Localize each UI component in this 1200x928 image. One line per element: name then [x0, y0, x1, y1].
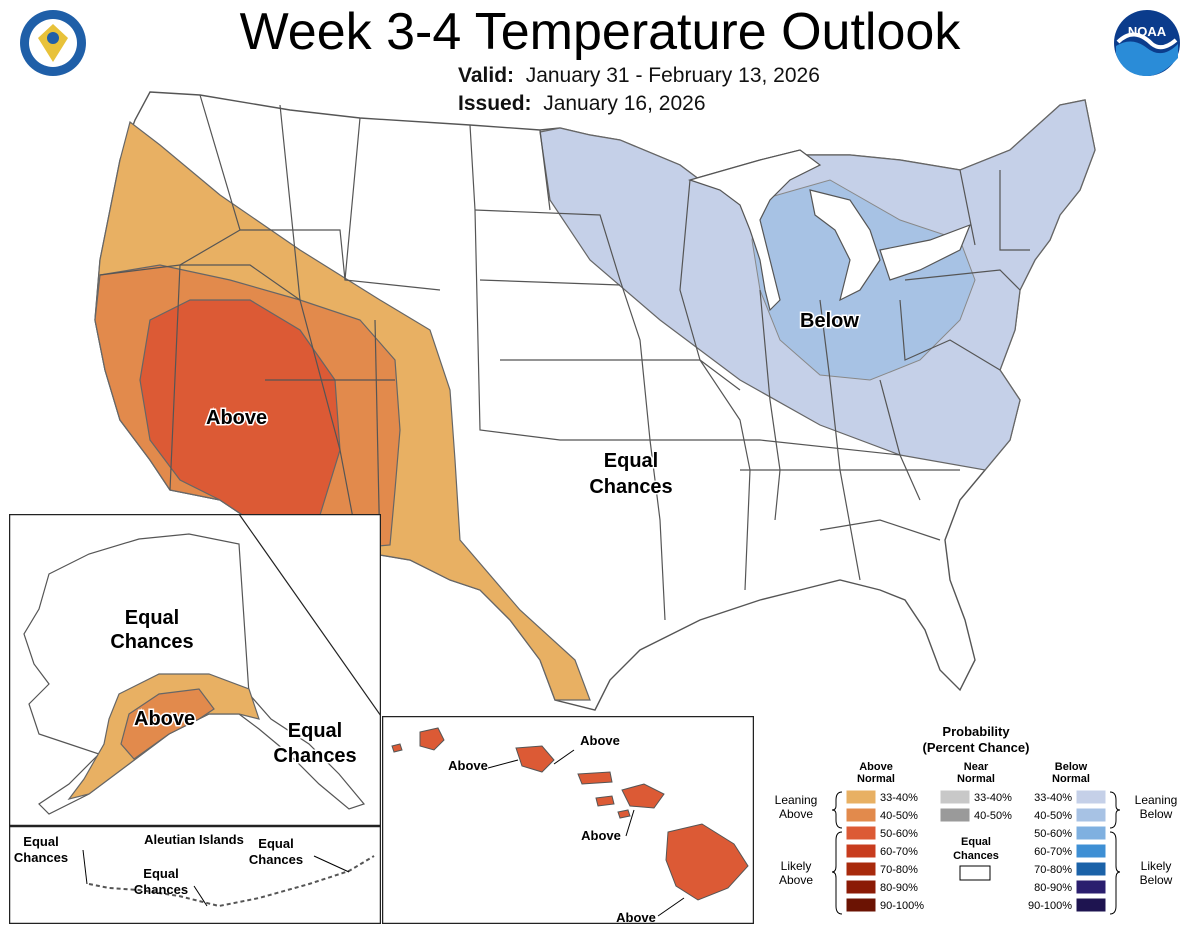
near-range-label-0: 33-40% [974, 792, 1012, 804]
conus-above-label: Above [206, 407, 267, 429]
leaning-below-brace [1109, 791, 1121, 829]
below-swatch-5 [1075, 879, 1107, 895]
above-range-label-4: 70-80% [880, 864, 918, 876]
hi-above-label-1: Above [448, 758, 488, 773]
leaning-below-label-2: Below [1140, 807, 1173, 821]
below-range-label-0: 33-40% [1034, 792, 1072, 804]
below-range-label-6: 90-100% [1028, 900, 1072, 912]
likely-above-brace [831, 831, 843, 915]
aleutian-islands-chain [88, 855, 375, 908]
ec-legend-swatch [959, 865, 991, 881]
near-swatch-1 [939, 807, 971, 823]
below-range-label-1: 40-50% [1034, 810, 1072, 822]
near-header-2: Normal [957, 773, 995, 785]
ak-ec2-label-1: Equal [288, 720, 342, 742]
likely-below-label-2: Below [1140, 873, 1173, 887]
ak-ec1-label-2: Chances [110, 631, 193, 653]
above-header-1: Above [859, 761, 893, 773]
legend-near-swatches: 33-40% 40-50% [939, 789, 1012, 823]
al-ec1-label-1: Equal [23, 834, 58, 849]
above-swatch-5 [845, 879, 877, 895]
legend-title-2: (Percent Chance) [923, 740, 1030, 755]
ak-above-label: Above [134, 708, 195, 730]
ec-legend-label-1: Equal [961, 836, 991, 848]
above-swatch-3 [845, 843, 877, 859]
issued-line: Issued: January 16, 2026 [458, 92, 706, 116]
valid-line: Valid: January 31 - February 13, 2026 [458, 64, 820, 88]
state-boundaries [99, 94, 1030, 621]
near-range-label-1: 40-50% [974, 810, 1012, 822]
legend-above-swatches: 33-40% 40-50% 50-60% 60-70% 70-80% 80-90% 90-1… [845, 789, 924, 913]
below-range-label-4: 70-80% [1034, 864, 1072, 876]
aleutian-title: Aleutian Islands [144, 832, 244, 847]
conus-ec-label-2: Chances [589, 476, 672, 498]
al-ec3-label-1: Equal [258, 836, 293, 851]
likely-below-brace [1109, 831, 1121, 915]
page-title: Week 3-4 Temperature Outlook [239, 3, 961, 61]
above-range-label-0: 33-40% [880, 792, 918, 804]
hi-above-label-2: Above [580, 733, 620, 748]
below-swatch-2 [1075, 825, 1107, 841]
commerce-seal-icon [20, 10, 86, 76]
leaning-above-label-2: Above [779, 807, 813, 821]
hawaii-islands [391, 727, 749, 901]
below-header-2: Normal [1052, 773, 1090, 785]
al-ec2-label-1: Equal [143, 866, 178, 881]
ak-ec1-label-1: Equal [125, 607, 179, 629]
above-swatch-2 [845, 825, 877, 841]
below-range-label-2: 50-60% [1034, 828, 1072, 840]
above-range-label-6: 90-100% [880, 900, 924, 912]
conus-ec-label-1: Equal [604, 450, 658, 472]
above-header-2: Normal [857, 773, 895, 785]
alaska-inset: Equal Chances Above Equal Chances [9, 514, 381, 826]
above-range-label-2: 50-60% [880, 828, 918, 840]
near-swatch-0 [939, 789, 971, 805]
likely-above-label-1: Likely [781, 859, 812, 873]
leaning-above-brace [831, 791, 843, 829]
below-header-1: Below [1055, 761, 1088, 773]
al-ec1-label-2: Chances [14, 850, 68, 865]
ak-ec2-label-2: Chances [273, 745, 356, 767]
legend-below-swatches: 33-40% 40-50% 50-60% 60-70% 70-80% 80-90% 90-1… [1028, 789, 1107, 913]
aleutian-inset: Aleutian Islands Equal Chances Equal Cha… [9, 826, 381, 924]
alaska-above-40-50 [120, 688, 215, 760]
above-range-label-5: 80-90% [880, 882, 918, 894]
below-range-label-3: 60-70% [1034, 846, 1072, 858]
hawaii-inset: Above Above Above Above [382, 716, 754, 924]
above-swatch-6 [845, 897, 877, 913]
below-swatch-0 [1075, 789, 1107, 805]
al-ec2-label-2: Chances [134, 882, 188, 897]
leaning-above-label-1: Leaning [775, 793, 818, 807]
likely-below-label-1: Likely [1141, 859, 1172, 873]
noaa-logo-icon: NOAA [1114, 10, 1180, 76]
hi-above-label-3: Above [581, 828, 621, 843]
below-swatch-6 [1075, 897, 1107, 913]
hi-above-label-4: Above [616, 910, 656, 924]
likely-above-label-2: Above [779, 873, 813, 887]
valid-label: Valid: [458, 64, 515, 87]
above-swatch-0 [845, 789, 877, 805]
al-ec3-label-2: Chances [249, 852, 303, 867]
leaning-below-label-1: Leaning [1135, 793, 1178, 807]
ec-legend-label-2: Chances [953, 850, 999, 862]
below-swatch-1 [1075, 807, 1107, 823]
conus-below-label: Below [800, 310, 859, 332]
below-range-label-5: 80-90% [1034, 882, 1072, 894]
issued-date: January 16, 2026 [543, 92, 706, 115]
below-swatch-4 [1075, 861, 1107, 877]
above-swatch-4 [845, 861, 877, 877]
valid-dates: January 31 - February 13, 2026 [525, 64, 820, 87]
above-range-label-3: 60-70% [880, 846, 918, 858]
legend: Probability (Percent Chance) Above Norma… [775, 724, 1178, 915]
legend-title-1: Probability [942, 724, 1010, 739]
above-range-label-1: 40-50% [880, 810, 918, 822]
noaa-logo-text: NOAA [1128, 24, 1167, 39]
above-swatch-1 [845, 807, 877, 823]
issued-label: Issued: [458, 92, 532, 115]
below-swatch-3 [1075, 843, 1107, 859]
near-header-1: Near [964, 761, 989, 773]
